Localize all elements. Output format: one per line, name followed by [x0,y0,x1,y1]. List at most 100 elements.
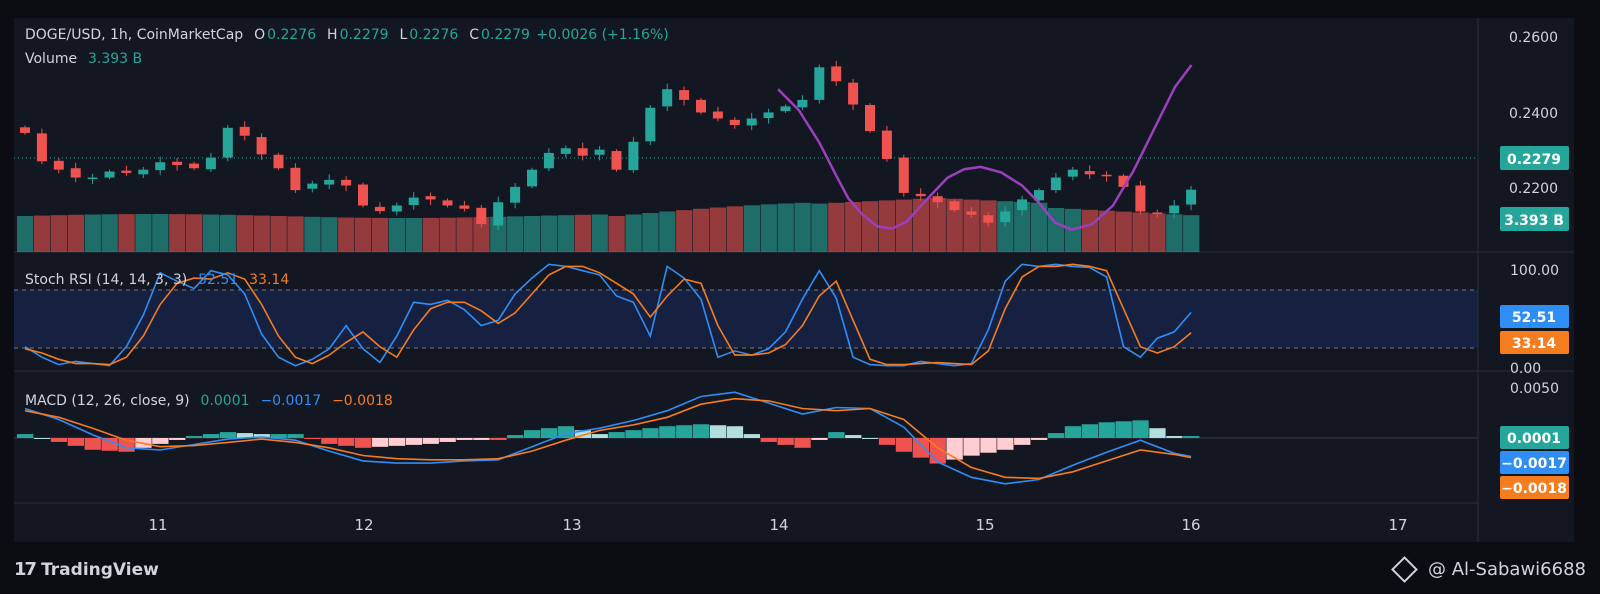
symbol-title[interactable]: DOGE/USD, 1h, CoinMarketCap [25,27,244,43]
candle-body [932,196,943,203]
macd-hist-bar [912,438,929,458]
stoch-d-badge: 33.14 [1512,336,1557,352]
volume-bar [777,203,794,252]
volume-bar [794,202,811,252]
volume-bar [1115,211,1132,252]
macd-hist-bar [794,438,811,448]
macd-hist-bar [33,438,51,439]
candle-body [121,170,132,173]
candle-body [256,137,267,155]
volume-bar [862,201,879,252]
time-tick-17: 17 [1388,516,1407,534]
volume-bar [693,208,710,252]
candle-body [848,82,859,105]
candle-body [1017,199,1028,211]
volume-bar [845,202,862,252]
macd-hist-bar [591,434,608,438]
macd-hist-bar [557,426,575,438]
time-tick-15: 15 [975,516,994,534]
macd-hist-bar [760,438,777,442]
volume-bar [84,214,101,252]
candle-body [459,205,470,209]
candle-body [87,177,98,180]
tradingview-brand: TradingView [41,559,159,580]
candle-body [915,193,926,197]
candle-body [1050,177,1061,191]
volume-badge: 3.393 B [1504,213,1564,229]
macd-hist-bar [642,428,659,438]
candle-body [746,118,757,126]
candle-body [1101,174,1112,177]
macd-hist-bar [1183,436,1200,438]
high-label: H [327,27,338,43]
volume-bar [1183,215,1200,252]
volume-bar [811,203,828,252]
stoch-label[interactable]: Stoch RSI (14, 14, 3, 3) [25,272,188,288]
volume-bar [557,215,575,252]
volume-bar [1031,202,1048,252]
macd-hist-bar [540,428,558,438]
candle-body [1000,211,1011,223]
volume-label[interactable]: Volume [25,51,78,67]
volume-bars [17,198,1200,252]
candle-body [155,162,166,171]
macd-hist-bar [878,438,896,445]
candle-body [36,133,47,162]
macd-hist-bar [219,432,237,438]
macd-hist-bar [456,438,473,440]
candle-body [527,169,537,187]
macd-hist-bar [169,438,186,440]
candle-body [104,171,115,178]
macd-label[interactable]: MACD (12, 26, close, 9) [25,393,190,409]
macd-hist-bar [152,438,169,444]
candle-body [831,66,842,82]
macd-signal-badge: −0.0018 [1501,481,1567,497]
macd-legend: MACD (12, 26, close, 9) 0.0001 −0.0017 −… [25,393,395,409]
macd-signal-value: −0.0018 [332,393,393,409]
candle-body [865,104,875,132]
volume-bar [659,211,676,252]
volume-bar [591,214,608,252]
volume-bar [388,217,406,252]
macd-hist-bar [845,435,862,438]
volume-bar [1166,214,1183,252]
price-badge-bg [1500,146,1569,170]
tradingview-logo[interactable]: 17 TradingView [14,559,159,580]
candle-body [611,151,622,170]
open-value: 0.2276 [267,27,317,43]
macd-hist-badge: 0.0001 [1507,431,1561,447]
macd-hist-bar [84,438,101,450]
price-legend: DOGE/USD, 1h, CoinMarketCap O 0.2276 H 0.2… [25,27,671,43]
volume-bar [676,210,693,252]
macd-hist-bar [1014,438,1031,445]
candle-body [493,202,504,226]
macd-line-value: −0.0017 [260,393,322,409]
candle-body [696,99,706,113]
candle-body [949,201,960,211]
candle-body [510,186,521,203]
candle-body [358,184,368,206]
volume-bar [186,214,203,252]
footer: 17 TradingView @ Al-Sabawi6688 [0,552,1600,594]
candle-body [20,127,30,133]
candle-body [729,119,740,125]
candle-body [239,126,250,136]
volume-bar [287,216,304,252]
candle-body [53,160,64,170]
time-tick-14: 14 [769,516,788,534]
volume-bar [371,217,389,252]
high-value: 0.2279 [339,27,389,43]
stoch-legend: Stoch RSI (14, 14, 3, 3) 52.51 33.14 [25,272,291,288]
candle-body [543,152,554,169]
macd-hist-bar [17,434,34,438]
macd-hist-bar [202,434,220,438]
volume-bar [642,213,659,252]
low-value: 0.2276 [409,27,459,43]
macd-hist-bar [862,438,879,439]
trend-curve-drawing[interactable] [777,64,1193,232]
macd-hist-bar [321,438,338,444]
price-candles [20,60,1197,231]
macd-histogram [17,420,1200,464]
candle-body [374,206,385,212]
